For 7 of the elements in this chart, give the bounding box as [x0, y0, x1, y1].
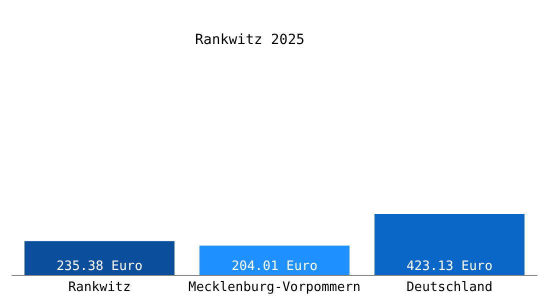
x-tick-label: Deutschland: [406, 280, 493, 295]
data-label: 423.13 Euro: [406, 259, 493, 274]
data-label: 235.38 Euro: [56, 259, 143, 274]
x-tick-label: Rankwitz: [68, 280, 131, 295]
data-label: 204.01 Euro: [231, 259, 318, 274]
x-tick-label: Mecklenburg-Vorpommern: [188, 280, 361, 295]
chart-title: Rankwitz 2025: [195, 32, 305, 48]
